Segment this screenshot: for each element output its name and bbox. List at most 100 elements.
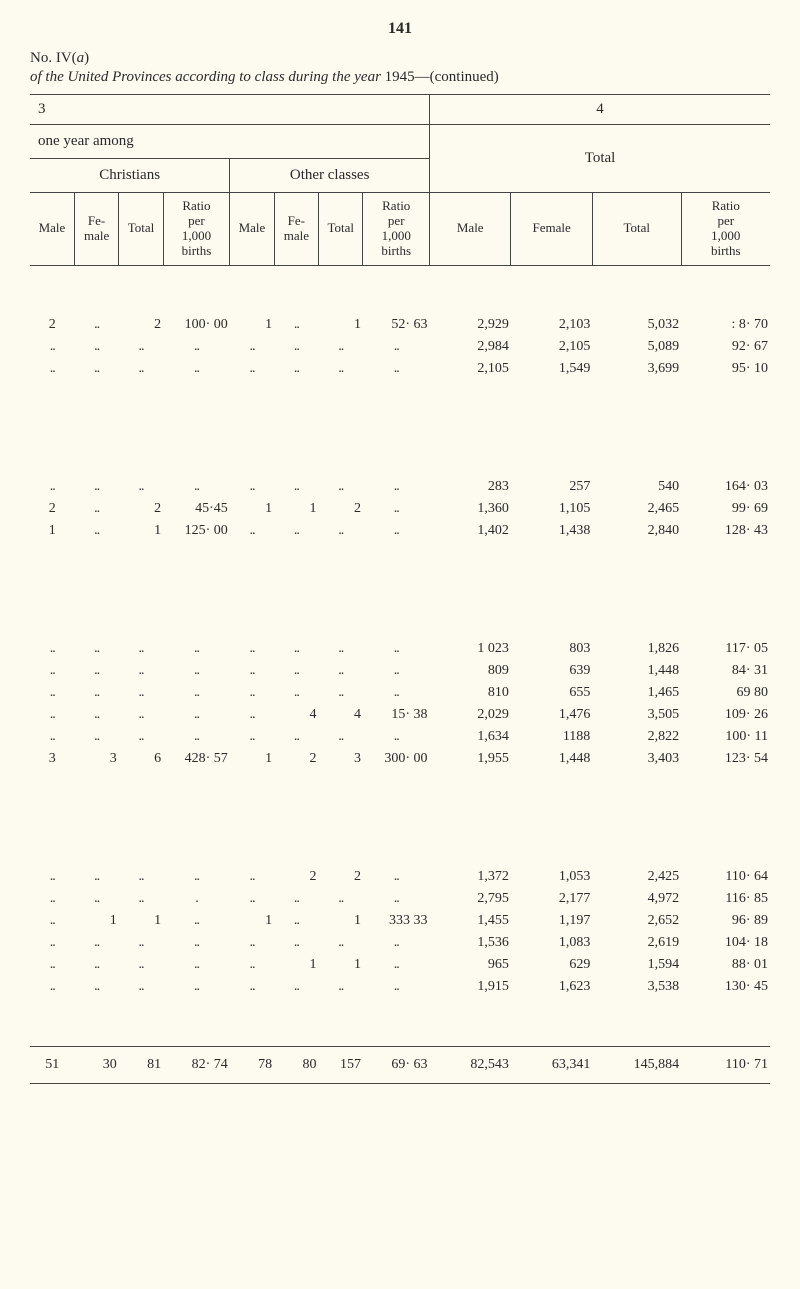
cell: 1,623	[511, 976, 592, 998]
header-row-columns: Male Fe- male Total Ratio per 1,000 birt…	[30, 193, 770, 266]
cell: 82,543	[430, 1046, 511, 1083]
cell: ..	[30, 358, 74, 380]
cell: ..	[319, 976, 363, 998]
cell: ..	[74, 682, 118, 704]
cell: 1,448	[592, 660, 681, 682]
cell: ..	[230, 358, 274, 380]
cell: ..	[230, 866, 274, 888]
cell: 1,402	[430, 520, 511, 542]
cell: 803	[511, 638, 592, 660]
cell: ..	[363, 336, 430, 358]
cell: ..	[163, 726, 230, 748]
table-row: ................2,1051,5493,69995· 10	[30, 358, 770, 380]
col-3-label: 3	[30, 95, 430, 125]
cell: ..	[363, 358, 430, 380]
cell: 2	[274, 866, 318, 888]
cell: 2,822	[592, 726, 681, 748]
cell: 130· 45	[681, 976, 770, 998]
cell: 257	[511, 476, 592, 498]
col-total-1: Total	[119, 193, 163, 266]
cell: ..	[230, 638, 274, 660]
cell: ..	[363, 866, 430, 888]
cell: ..	[319, 888, 363, 910]
cell: 1,360	[430, 498, 511, 520]
cell: ..	[163, 682, 230, 704]
cell: 110· 71	[681, 1046, 770, 1083]
table-row: ................8096391,44884· 31	[30, 660, 770, 682]
cell: 1,105	[511, 498, 592, 520]
cell: 655	[511, 682, 592, 704]
col-male-3: Male	[430, 193, 511, 266]
cell: ..	[319, 476, 363, 498]
cell: ..	[30, 476, 74, 498]
cell: ..	[319, 336, 363, 358]
table-row: 336428· 57123300· 001,9551,4483,403123· …	[30, 748, 770, 770]
cell: : 8· 70	[681, 314, 770, 336]
col-ratio-1: Ratio per 1,000 births	[163, 193, 230, 266]
cell: ..	[30, 910, 74, 932]
col-female-3: Female	[511, 193, 592, 266]
cell: ..	[163, 704, 230, 726]
table-row: ................283257540164· 03	[30, 476, 770, 498]
col-total-3: Total	[592, 193, 681, 266]
christians-label: Christians	[30, 159, 230, 193]
cell: ..	[274, 932, 318, 954]
col-ratio-3: Ratio per 1,000 births	[681, 193, 770, 266]
cell: 69 80	[681, 682, 770, 704]
col-total-2: Total	[319, 193, 363, 266]
col-male-2: Male	[230, 193, 274, 266]
cell: 1,549	[511, 358, 592, 380]
cell: ..	[30, 954, 74, 976]
cell: ..	[363, 520, 430, 542]
cell: ..	[30, 704, 74, 726]
cell: 300· 00	[363, 748, 430, 770]
cell: 2	[119, 314, 163, 336]
cell: 2,105	[511, 336, 592, 358]
table-row: ................2,9842,1055,08992· 67	[30, 336, 770, 358]
cell: ..	[119, 954, 163, 976]
cell: 100· 11	[681, 726, 770, 748]
cell: ..	[363, 954, 430, 976]
cell: 540	[592, 476, 681, 498]
cell: 3	[319, 748, 363, 770]
table-row: 2..245·45112..1,3601,1052,46599· 69	[30, 498, 770, 520]
cell: 2	[274, 748, 318, 770]
cell: 1188	[511, 726, 592, 748]
cell: ..	[274, 976, 318, 998]
cell: ..	[319, 726, 363, 748]
total-label: Total	[430, 125, 770, 193]
page-number: 141	[30, 20, 770, 38]
table-row: ................1 0238031,826117· 05	[30, 638, 770, 660]
cell: ..	[119, 726, 163, 748]
cell: ..	[119, 866, 163, 888]
cell: ..	[30, 726, 74, 748]
cell: ..	[363, 976, 430, 998]
cell: 99· 69	[681, 498, 770, 520]
cell: ..	[230, 888, 274, 910]
cell: ..	[163, 336, 230, 358]
cell: ..	[274, 520, 318, 542]
cell: ..	[230, 726, 274, 748]
cell: ..	[30, 888, 74, 910]
cell: ..	[74, 520, 118, 542]
cell: ..	[319, 638, 363, 660]
cell: 1,826	[592, 638, 681, 660]
cell: 81	[119, 1046, 163, 1083]
table-row: ................1,5361,0832,619104· 18	[30, 932, 770, 954]
cell: 1	[230, 498, 274, 520]
cell: 1,915	[430, 976, 511, 998]
cell: ..	[274, 660, 318, 682]
cell: 63,341	[511, 1046, 592, 1083]
table-row: ..11..1..1333 331,4551,1972,65296· 89	[30, 910, 770, 932]
cell: ..	[30, 660, 74, 682]
cell: ..	[274, 476, 318, 498]
cell: ..	[119, 358, 163, 380]
cell: 2	[30, 498, 74, 520]
cell: 116· 85	[681, 888, 770, 910]
cell: ..	[230, 660, 274, 682]
cell: 2	[30, 314, 74, 336]
cell: 3,403	[592, 748, 681, 770]
cell: 2,984	[430, 336, 511, 358]
cell: 283	[430, 476, 511, 498]
cell: ..	[119, 704, 163, 726]
